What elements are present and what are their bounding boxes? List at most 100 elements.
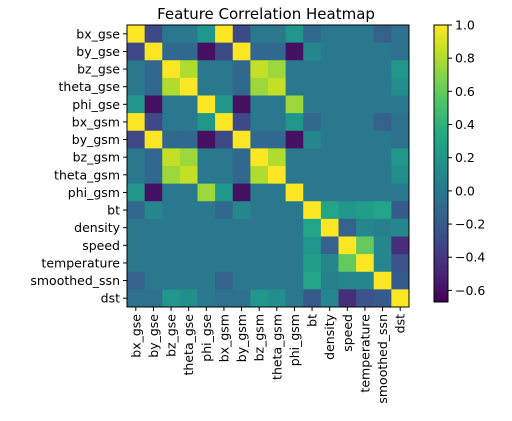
heatmap-cell (162, 218, 181, 237)
colorbar-segment (434, 295, 448, 298)
heatmap-cell (127, 236, 146, 255)
heatmap-cell (303, 271, 322, 290)
heatmap-cell (162, 42, 181, 61)
colorbar-segment (434, 154, 448, 158)
heatmap-cell (127, 166, 146, 185)
heatmap-cell (232, 289, 251, 308)
colorbar-segment (434, 292, 448, 296)
heatmap-cell (285, 289, 304, 308)
heatmap-cell (179, 148, 198, 167)
colorbar-segment (434, 202, 448, 206)
colorbar-segment (434, 87, 448, 91)
x-tick-label: by_gsm (234, 314, 249, 362)
colorbar-segment (434, 269, 448, 273)
y-tick-label: speed (82, 238, 120, 253)
y-tick-label: phi_gse (72, 97, 120, 112)
heatmap-cell (285, 60, 304, 79)
heatmap-cell (303, 130, 322, 149)
heatmap-cell (144, 130, 163, 149)
heatmap-cell (356, 218, 375, 237)
heatmap-cell (303, 236, 322, 255)
heatmap-cell (303, 60, 322, 79)
heatmap-cell (250, 183, 269, 202)
heatmap-cell (144, 77, 163, 96)
colorbar-segment (434, 108, 448, 111)
heatmap-cell (197, 166, 216, 185)
colorbar-tick-label: 0.6 (455, 84, 475, 99)
colorbar-segment (434, 232, 448, 236)
heatmap-cell (373, 95, 392, 114)
colorbar-segment (434, 170, 448, 174)
y-tick-label: theta_gsm (54, 167, 120, 182)
heatmap-cell (268, 113, 287, 132)
colorbar-segment (434, 142, 448, 146)
heatmap-cell (144, 113, 163, 132)
colorbar-segment (434, 191, 448, 195)
x-tick-label: theta_gse (181, 314, 196, 376)
heatmap-cell (127, 42, 146, 61)
heatmap-cell (179, 60, 198, 79)
heatmap-cell (179, 25, 198, 44)
heatmap-cell (303, 113, 322, 132)
heatmap-cell (373, 42, 392, 61)
colorbar-segment (434, 27, 448, 31)
colorbar-segment (434, 66, 448, 70)
colorbar-segment (434, 98, 448, 102)
heatmap-cell (232, 166, 251, 185)
heatmap-cell (373, 60, 392, 79)
heatmap-cell (162, 183, 181, 202)
heatmap-cell (285, 95, 304, 114)
heatmap-cell (391, 254, 410, 273)
heatmap-cell (179, 254, 198, 273)
colorbar-segment (434, 115, 448, 118)
heatmap-cell (232, 113, 251, 132)
colorbar-segment (434, 276, 448, 280)
heatmap-cell (197, 201, 216, 220)
heatmap-cell (179, 113, 198, 132)
colorbar-segment (434, 248, 448, 252)
heatmap-cell (197, 113, 216, 132)
x-tick-label: smoothed_ssn (375, 314, 390, 404)
heatmap-cell (338, 271, 357, 290)
heatmap-cell (232, 77, 251, 96)
colorbar-segment (434, 82, 448, 86)
heatmap-cell (179, 236, 198, 255)
chart-title: Feature Correlation Heatmap (157, 5, 375, 23)
heatmap-cell (215, 130, 234, 149)
heatmap-cell (320, 236, 339, 255)
plot-frame (126, 24, 410, 308)
colorbar-segment (434, 75, 448, 79)
heatmap-cell (127, 25, 146, 44)
heatmap-cell (338, 77, 357, 96)
colorbar-segment (434, 25, 448, 28)
colorbar-tick-label: 0.2 (455, 150, 475, 165)
colorbar-tick-label: 1.0 (455, 18, 475, 33)
heatmap-cell (303, 77, 322, 96)
colorbar-segment (434, 147, 448, 151)
y-tick-label: bz_gsm (73, 150, 120, 165)
colorbar-segment (434, 55, 448, 58)
heatmap-cell (373, 148, 392, 167)
x-tick-label: phi_gse (199, 314, 214, 362)
colorbar-segment (434, 253, 448, 257)
y-tick-label: by_gsm (72, 132, 120, 147)
heatmap-cell (303, 183, 322, 202)
heatmap-cell (338, 25, 357, 44)
heatmap-cell (215, 254, 234, 273)
heatmap-cell (391, 148, 410, 167)
heatmap-cell (285, 236, 304, 255)
heatmap-cell (373, 113, 392, 132)
heatmap-cell (162, 201, 181, 220)
heatmap-cell (373, 254, 392, 273)
colorbar-segment (434, 283, 448, 287)
heatmap-cell (250, 60, 269, 79)
heatmap-cell (356, 148, 375, 167)
colorbar-segment (434, 45, 448, 49)
heatmap-cell (250, 236, 269, 255)
colorbar-segment (434, 85, 448, 88)
colorbar-segment (434, 59, 448, 63)
heatmap-cell (250, 42, 269, 61)
x-tick-label: bx_gsm (216, 314, 231, 362)
heatmap-cell (391, 130, 410, 149)
heatmap-cell (250, 166, 269, 185)
